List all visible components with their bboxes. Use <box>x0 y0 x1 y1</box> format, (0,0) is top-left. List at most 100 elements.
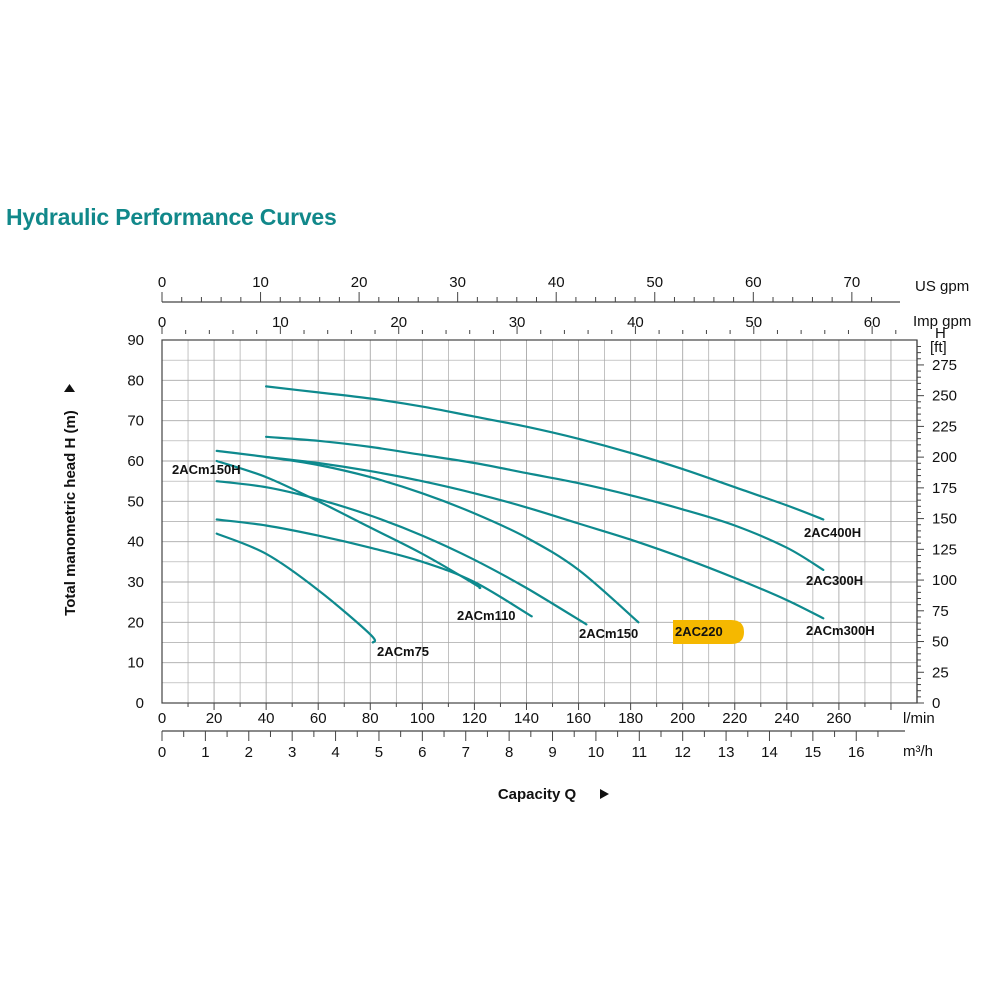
ft-tick-label: 25 <box>932 664 949 681</box>
m3h-tick-label: 5 <box>375 744 383 761</box>
impgpm-unit-label: Imp gpm <box>913 313 971 330</box>
y-tick-label: 20 <box>127 614 144 631</box>
impgpm-tick-label: 50 <box>745 314 762 331</box>
chart-axes: 0102030405060708090025507510012515017520… <box>62 274 971 803</box>
lmin-tick-label: 0 <box>158 710 166 727</box>
m3h-tick-label: 10 <box>588 744 605 761</box>
m3h-tick-label: 2 <box>245 744 253 761</box>
m3h-tick-label: 12 <box>674 744 691 761</box>
lmin-tick-label: 120 <box>462 710 487 727</box>
impgpm-tick-label: 40 <box>627 314 644 331</box>
y-tick-label: 0 <box>136 695 144 712</box>
lmin-tick-label: 20 <box>206 710 223 727</box>
m3h-tick-label: 11 <box>632 744 648 761</box>
usgpm-tick-label: 60 <box>745 274 762 291</box>
y-axis-arrow-icon <box>64 384 75 392</box>
y-tick-label: 40 <box>127 534 144 551</box>
ft-tick-label: 75 <box>932 603 949 620</box>
m3h-tick-label: 7 <box>462 744 470 761</box>
y-tick-label: 50 <box>127 493 144 510</box>
m3h-tick-label: 3 <box>288 744 296 761</box>
lmin-tick-label: 80 <box>362 710 379 727</box>
curve-label-2ac400h: 2AC400H <box>804 525 861 540</box>
highlight-badge <box>673 620 744 644</box>
y-tick-label: 70 <box>127 413 144 430</box>
m3h-tick-label: 9 <box>548 744 556 761</box>
ft-tick-label: 275 <box>932 357 957 374</box>
lmin-unit-label: l/min <box>903 710 935 727</box>
usgpm-tick-label: 0 <box>158 274 166 291</box>
m3h-tick-label: 14 <box>761 744 778 761</box>
m3h-tick-label: 15 <box>805 744 822 761</box>
ft-tick-label: 0 <box>932 695 940 712</box>
y-tick-label: 30 <box>127 574 144 591</box>
lmin-tick-label: 40 <box>258 710 275 727</box>
lmin-tick-label: 260 <box>826 710 851 727</box>
page-title: Hydraulic Performance Curves <box>6 204 337 230</box>
curve-label-2acm300h: 2ACm300H <box>806 623 875 638</box>
lmin-tick-label: 200 <box>670 710 695 727</box>
usgpm-tick-label: 10 <box>252 274 269 291</box>
y-tick-label: 10 <box>127 655 144 672</box>
usgpm-tick-label: 30 <box>449 274 466 291</box>
ft-tick-label: 100 <box>932 572 957 589</box>
ft-tick-label: 200 <box>932 449 957 466</box>
curve-label-2acm150: 2ACm150 <box>579 626 638 641</box>
impgpm-tick-label: 60 <box>864 314 881 331</box>
curve-label-2acm150h: 2ACm150H <box>172 462 241 477</box>
chart-labels: 2ACm75 2ACm110 2ACm150H 2ACm150 2AC220 2ACm30… <box>172 462 875 659</box>
curve-label-2ac220: 2AC220 <box>675 624 723 639</box>
lmin-tick-label: 240 <box>774 710 799 727</box>
y-tick-label: 90 <box>127 332 144 349</box>
x-axis-title: Capacity Q <box>498 786 577 803</box>
curve-2acm150 <box>215 480 588 626</box>
curve-label-2ac300h: 2AC300H <box>806 573 863 588</box>
lmin-tick-label: 140 <box>514 710 539 727</box>
m3h-unit-label: m³/h <box>903 743 933 760</box>
chart-grid <box>161 339 918 704</box>
curve-2ac300h <box>265 435 825 571</box>
curve-2acm150h <box>215 459 482 590</box>
m3h-tick-label: 8 <box>505 744 513 761</box>
usgpm-tick-label: 20 <box>351 274 368 291</box>
curve-label-2acm110: 2ACm110 <box>457 608 516 623</box>
m3h-tick-label: 0 <box>158 744 166 761</box>
usgpm-tick-label: 50 <box>646 274 663 291</box>
ft-tick-label: 250 <box>932 388 957 405</box>
ft-tick-label: 50 <box>932 634 949 651</box>
lmin-tick-label: 220 <box>722 710 747 727</box>
ft-tick-label: 125 <box>932 541 957 558</box>
curve-2acm300h <box>265 455 825 620</box>
usgpm-unit-label: US gpm <box>915 278 969 295</box>
ft-tick-label: 225 <box>932 418 957 435</box>
chart-curves <box>215 385 825 644</box>
usgpm-tick-label: 70 <box>844 274 861 291</box>
lmin-tick-label: 160 <box>566 710 591 727</box>
x-axis-arrow-icon <box>600 789 609 799</box>
impgpm-tick-label: 10 <box>272 314 289 331</box>
y-axis-title: Total manometric head H (m) <box>62 410 79 616</box>
ft-unit-label: [ft] <box>930 339 947 356</box>
ft-tick-label: 150 <box>932 511 957 528</box>
curve-2ac400h <box>265 385 825 521</box>
impgpm-tick-label: 20 <box>390 314 407 331</box>
ft-tick-label: 175 <box>932 480 957 497</box>
m3h-tick-label: 16 <box>848 744 865 761</box>
impgpm-tick-label: 0 <box>158 314 166 331</box>
lmin-tick-label: 180 <box>618 710 643 727</box>
curve-2acm75 <box>215 532 377 644</box>
ft-unit-letter: H <box>935 325 946 342</box>
impgpm-tick-label: 30 <box>509 314 526 331</box>
y-tick-label: 80 <box>127 372 144 389</box>
curve-2acm110 <box>215 518 533 618</box>
m3h-tick-label: 4 <box>331 744 339 761</box>
lmin-tick-label: 60 <box>310 710 327 727</box>
lmin-tick-label: 100 <box>410 710 435 727</box>
usgpm-tick-label: 40 <box>548 274 565 291</box>
m3h-tick-label: 13 <box>718 744 735 761</box>
m3h-tick-label: 1 <box>201 744 209 761</box>
m3h-tick-label: 6 <box>418 744 426 761</box>
y-tick-label: 60 <box>127 453 144 470</box>
curve-label-2acm75: 2ACm75 <box>377 644 429 659</box>
